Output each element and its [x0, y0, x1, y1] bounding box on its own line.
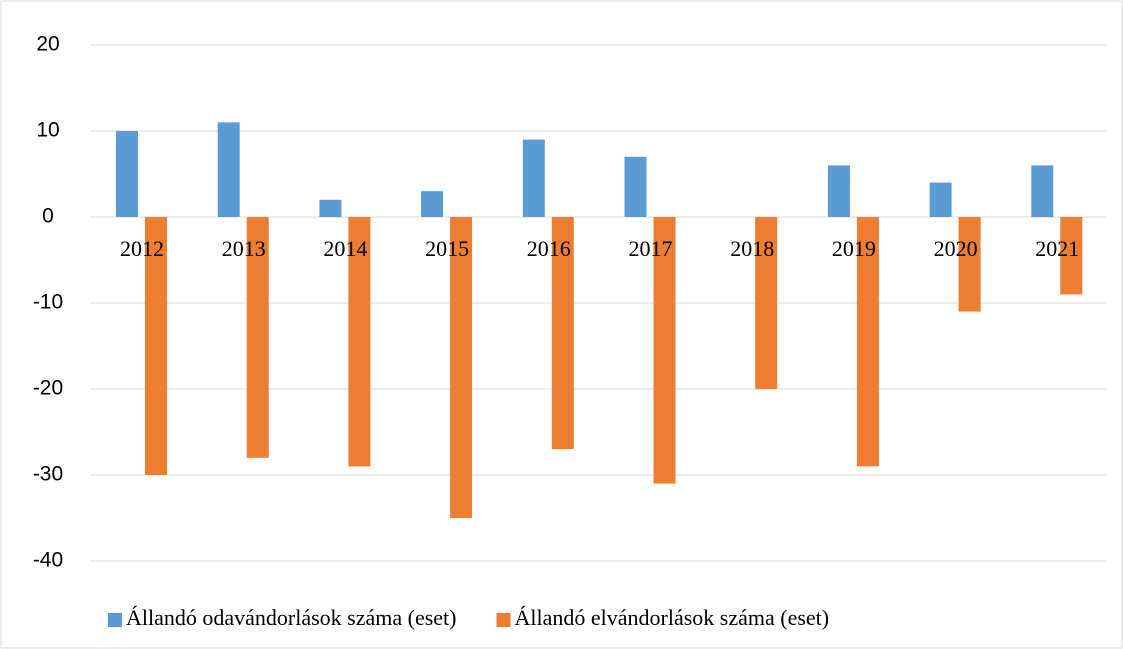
x-tick-label: 2021: [1035, 236, 1079, 261]
y-tick-label: -20: [33, 377, 63, 400]
x-tick-label: 2017: [629, 236, 673, 261]
y-tick-label: 0: [42, 205, 54, 228]
bar: [246, 217, 269, 458]
bar: [624, 156, 647, 217]
legend-label: Állandó odavándorlások száma (eset): [126, 605, 457, 630]
bar: [929, 182, 952, 217]
bar: [958, 217, 981, 312]
bar: [319, 199, 342, 217]
bar: [217, 122, 240, 217]
y-tick-label: -30: [33, 463, 63, 486]
x-tick-label: 2015: [425, 236, 469, 261]
bar: [827, 165, 850, 217]
y-tick-label: -10: [33, 291, 63, 314]
y-tick-label: -40: [33, 549, 63, 572]
bar: [421, 191, 444, 217]
bar: [450, 217, 473, 518]
x-tick-label: 2020: [934, 236, 978, 261]
bar: [1060, 217, 1083, 295]
bar: [1031, 165, 1054, 217]
x-tick-label: 2016: [527, 236, 571, 261]
legend-swatch: [108, 613, 122, 627]
bar: [348, 217, 371, 467]
bar: [755, 217, 778, 389]
x-tick-label: 2014: [323, 236, 367, 261]
bar: [145, 217, 167, 475]
x-tick-label: 2013: [222, 236, 266, 261]
bar: [551, 217, 574, 450]
bar: [522, 139, 545, 217]
bar: [653, 217, 676, 484]
x-tick-label: 2019: [832, 236, 876, 261]
legend-label: Állandó elvándorlások száma (eset): [515, 605, 830, 630]
legend-swatch: [496, 613, 511, 627]
x-tick-label: 2012: [120, 236, 164, 261]
bar: [856, 217, 879, 467]
bar: [116, 131, 138, 217]
y-tick-label: 20: [36, 33, 59, 56]
x-tick-label: 2018: [730, 236, 774, 261]
y-tick-label: 10: [36, 119, 59, 142]
